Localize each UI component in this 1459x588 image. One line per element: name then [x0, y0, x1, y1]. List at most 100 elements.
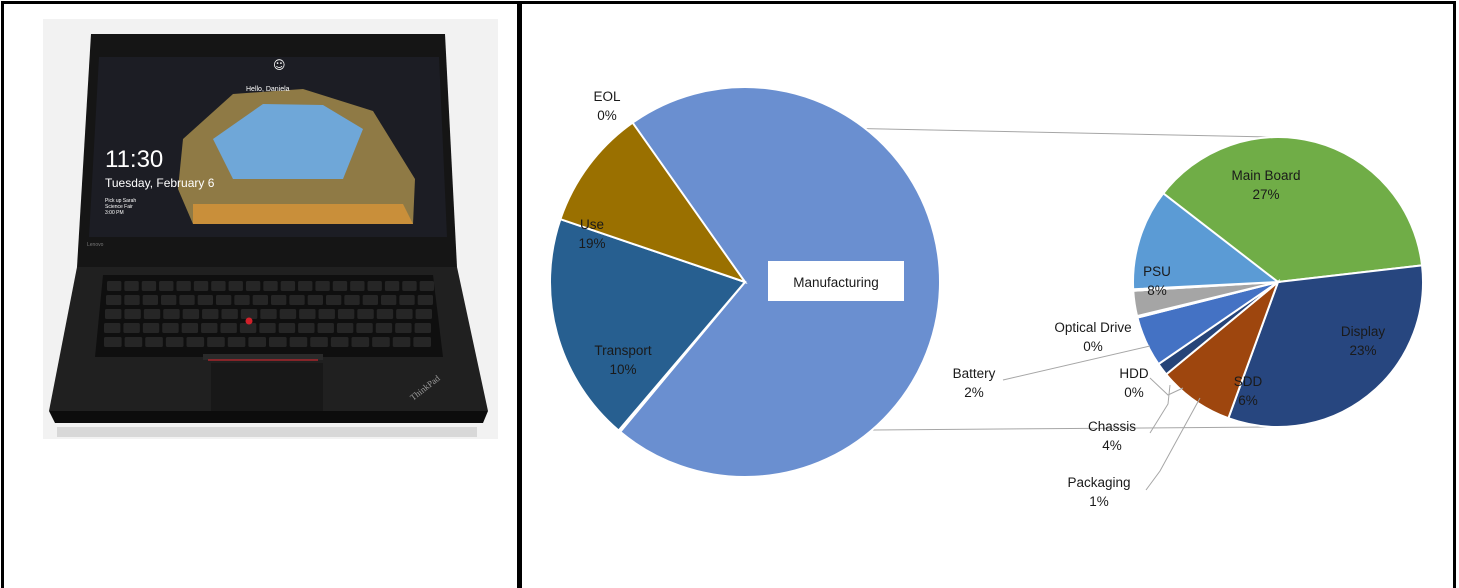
key [414, 323, 431, 333]
key [239, 323, 257, 333]
trackpad-buttons [203, 354, 323, 360]
key [307, 295, 323, 305]
key [330, 337, 349, 347]
label-box-manufacturing [768, 261, 904, 301]
key [384, 281, 400, 291]
slice-main-board [1160, 136, 1424, 284]
key [162, 323, 179, 333]
key [271, 295, 287, 305]
label-transport: Transport 10% [594, 343, 652, 377]
key [278, 323, 296, 333]
key [104, 323, 121, 333]
key [326, 295, 342, 305]
key [197, 295, 213, 305]
data-labels: Manufacturing EOL 0% Use 19% Transport 10% Main… [578, 89, 1385, 509]
key [124, 309, 141, 319]
laptop-base-edge [49, 411, 488, 423]
key [165, 337, 184, 347]
key [269, 337, 287, 347]
key [350, 281, 365, 291]
trackpoint [245, 317, 253, 325]
key [105, 309, 122, 319]
key [336, 323, 354, 333]
key [211, 281, 226, 291]
key [228, 281, 243, 291]
slice-psu [1132, 191, 1281, 291]
key [396, 309, 413, 319]
key [181, 323, 199, 333]
key [259, 323, 276, 333]
key [344, 295, 360, 305]
key [337, 309, 355, 319]
key [248, 337, 266, 347]
screen-sky [213, 104, 363, 179]
label-sdd: SDD 6% [1234, 374, 1263, 408]
leader-chassis [1149, 384, 1171, 434]
key [124, 337, 143, 347]
key [299, 309, 316, 319]
key [106, 295, 122, 305]
key [381, 295, 397, 305]
key [367, 281, 382, 291]
key [176, 281, 191, 291]
key [356, 323, 373, 333]
screen-note2: Science Fair [105, 204, 133, 210]
key [216, 295, 232, 305]
label-use: Use 19% [578, 217, 605, 251]
screen-smile-icon: ☺ [273, 58, 286, 72]
key [221, 309, 238, 319]
key [159, 281, 174, 291]
key [252, 295, 268, 305]
key [104, 337, 122, 347]
key [415, 309, 432, 319]
key [310, 337, 328, 347]
key [372, 337, 390, 347]
key [419, 281, 434, 291]
key [145, 337, 163, 347]
key [280, 281, 296, 291]
key [289, 337, 308, 347]
key [375, 323, 393, 333]
key [124, 295, 140, 305]
key [161, 295, 177, 305]
key [142, 323, 160, 333]
screen-time: 11:30 [105, 146, 163, 173]
secondary-pie [1132, 136, 1424, 428]
key [317, 323, 334, 333]
label-chassis: Chassis 4% [1088, 419, 1136, 453]
key [124, 281, 139, 291]
key [245, 281, 261, 291]
key [107, 281, 122, 291]
key [392, 337, 411, 347]
key [332, 281, 348, 291]
key [227, 337, 246, 347]
leader-packaging [1145, 397, 1201, 491]
key [207, 337, 225, 347]
label-packaging: Packaging 1% [1067, 475, 1130, 509]
key [143, 309, 161, 319]
trackpad [211, 363, 323, 411]
key [399, 295, 415, 305]
label-main-board: Main Board 27% [1231, 168, 1300, 202]
key [315, 281, 330, 291]
label-display: Display 23% [1341, 324, 1386, 358]
slice-use [549, 217, 747, 432]
key [413, 337, 431, 347]
key [417, 295, 433, 305]
screen-date: Tuesday, February 6 [105, 176, 215, 190]
key [279, 309, 297, 319]
key [357, 309, 374, 319]
key [193, 281, 209, 291]
label-battery: Battery 2% [953, 366, 996, 400]
label-psu: PSU 8% [1143, 264, 1171, 298]
keyboard-keys [104, 281, 434, 347]
key [351, 337, 370, 347]
key [179, 295, 195, 305]
key [289, 295, 305, 305]
key [141, 281, 157, 291]
key [376, 309, 394, 319]
key [182, 309, 200, 319]
key [186, 337, 205, 347]
label-eol: EOL 0% [593, 89, 621, 123]
laptop-shadow [57, 427, 477, 437]
